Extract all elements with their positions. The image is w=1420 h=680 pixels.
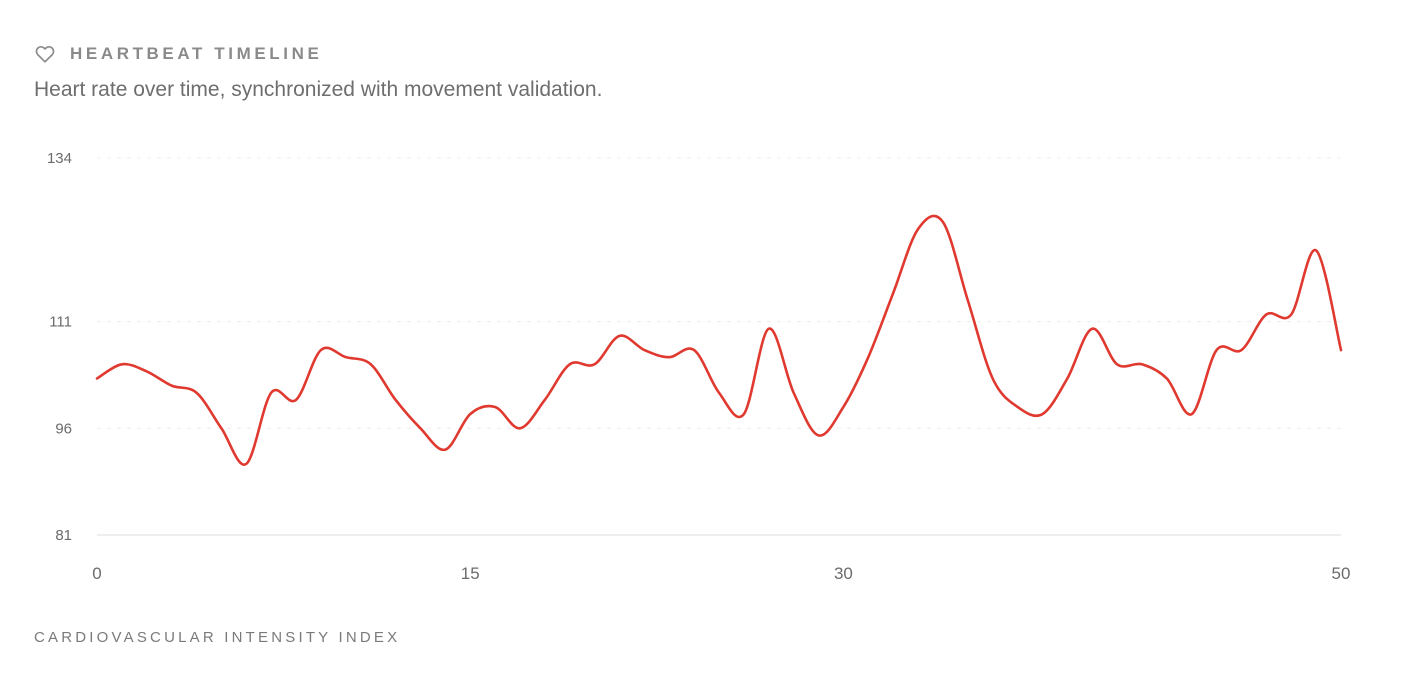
data-point bbox=[717, 391, 721, 395]
chart-subtitle: Heart rate over time, synchronized with … bbox=[34, 78, 603, 101]
chart-header: HEARTBEAT TIMELINE bbox=[34, 43, 322, 65]
y-tick-label: 96 bbox=[55, 420, 72, 437]
data-point bbox=[443, 448, 447, 452]
data-point bbox=[767, 327, 771, 331]
data-point bbox=[1264, 312, 1268, 316]
data-point bbox=[891, 291, 895, 295]
data-point bbox=[468, 412, 472, 416]
data-point bbox=[568, 362, 572, 366]
data-point bbox=[1016, 405, 1020, 409]
data-point bbox=[394, 398, 398, 402]
x-tick-label: 0 bbox=[92, 564, 101, 583]
data-point bbox=[1239, 348, 1243, 352]
data-point bbox=[1040, 412, 1044, 416]
data-point bbox=[369, 362, 373, 366]
data-point bbox=[294, 398, 298, 402]
heart-icon bbox=[35, 46, 55, 63]
data-point bbox=[493, 405, 497, 409]
data-point bbox=[792, 391, 796, 395]
data-point bbox=[916, 227, 920, 231]
data-point bbox=[1165, 377, 1169, 381]
data-point bbox=[418, 426, 422, 430]
data-point bbox=[269, 391, 273, 395]
y-tick-label: 111 bbox=[49, 314, 72, 331]
y-tick-label: 81 bbox=[55, 527, 72, 544]
data-point bbox=[1339, 348, 1343, 352]
data-point bbox=[817, 433, 821, 437]
data-point bbox=[543, 398, 547, 402]
data-point bbox=[1090, 327, 1094, 331]
data-point bbox=[518, 426, 522, 430]
x-tick-label: 15 bbox=[461, 564, 480, 583]
data-point bbox=[1215, 348, 1219, 352]
data-point bbox=[319, 348, 323, 352]
data-point bbox=[1115, 362, 1119, 366]
heart-rate-line bbox=[95, 214, 1343, 466]
data-point bbox=[991, 377, 995, 381]
data-point bbox=[344, 355, 348, 359]
data-point bbox=[95, 377, 99, 381]
data-point bbox=[617, 334, 621, 338]
data-point bbox=[667, 355, 671, 359]
x-tick-label: 30 bbox=[834, 564, 853, 583]
data-point bbox=[593, 362, 597, 366]
data-point bbox=[1289, 312, 1293, 316]
x-tick-label: 50 bbox=[1332, 564, 1351, 583]
data-point bbox=[195, 391, 199, 395]
data-point bbox=[219, 426, 223, 430]
data-point bbox=[1314, 248, 1318, 252]
data-point bbox=[642, 348, 646, 352]
data-point bbox=[941, 220, 945, 224]
data-point bbox=[866, 355, 870, 359]
data-point bbox=[1140, 362, 1144, 366]
data-point bbox=[966, 298, 970, 302]
data-point bbox=[145, 369, 149, 373]
data-point bbox=[841, 405, 845, 409]
data-point bbox=[742, 412, 746, 416]
data-point bbox=[1065, 377, 1069, 381]
data-point bbox=[1190, 412, 1194, 416]
data-point bbox=[244, 462, 248, 466]
data-point bbox=[170, 384, 174, 388]
index-label: CARDIOVASCULAR INTENSITY INDEX bbox=[34, 629, 401, 646]
chart-title: HEARTBEAT TIMELINE bbox=[70, 44, 323, 63]
data-point bbox=[120, 362, 124, 366]
y-tick-label: 134 bbox=[47, 150, 72, 167]
data-point bbox=[692, 348, 696, 352]
